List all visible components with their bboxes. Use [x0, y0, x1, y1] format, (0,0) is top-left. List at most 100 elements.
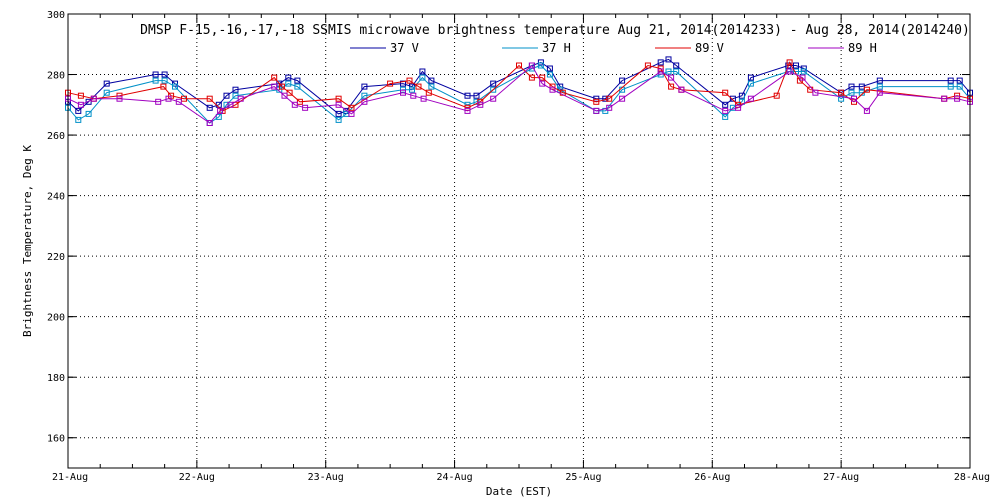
- x-tick-label: 23-Aug: [308, 472, 344, 483]
- data-point: [956, 77, 963, 84]
- y-tick-label: 260: [47, 131, 65, 142]
- x-tick-label: 21-Aug: [52, 472, 88, 483]
- data-point: [673, 68, 680, 75]
- x-tick-label: 22-Aug: [179, 472, 215, 483]
- data-point: [722, 107, 729, 114]
- y-axis-label: Brightness Temperature, Deg K: [21, 145, 34, 337]
- data-point: [85, 110, 92, 117]
- data-point: [294, 77, 301, 84]
- data-point: [848, 89, 855, 96]
- data-point: [673, 62, 680, 69]
- data-point: [160, 83, 167, 90]
- data-point: [735, 104, 742, 111]
- data-point: [954, 95, 961, 102]
- y-tick-label: 160: [47, 434, 65, 445]
- data-point: [419, 68, 426, 75]
- y-tick-label: 280: [47, 71, 65, 82]
- data-point: [285, 74, 292, 81]
- y-tick-label: 180: [47, 373, 65, 384]
- data-point: [294, 83, 301, 90]
- data-point: [217, 107, 224, 114]
- data-point: [387, 80, 394, 87]
- data-point: [348, 104, 355, 111]
- data-point: [215, 113, 222, 120]
- data-point: [593, 98, 600, 105]
- data-point: [152, 71, 159, 78]
- data-point: [281, 92, 288, 99]
- data-point: [516, 62, 522, 69]
- data-point: [773, 92, 780, 99]
- data-point: [473, 92, 480, 99]
- data-point: [428, 83, 435, 90]
- data-point: [876, 89, 883, 96]
- data-point: [539, 80, 546, 87]
- data-point: [77, 92, 84, 99]
- x-tick-label: 26-Aug: [694, 472, 730, 483]
- series-layer: [65, 56, 973, 126]
- plot-background: [68, 14, 970, 468]
- data-point: [232, 86, 239, 93]
- data-point: [237, 95, 244, 102]
- data-point: [161, 77, 168, 84]
- data-point: [812, 89, 819, 96]
- data-point: [291, 101, 298, 108]
- data-point: [361, 92, 368, 99]
- y-tick-label: 220: [47, 252, 65, 263]
- legend-item: 37 H: [502, 41, 571, 55]
- data-point: [722, 113, 729, 120]
- data-point: [348, 110, 355, 117]
- legend-item: 37 V: [350, 41, 419, 55]
- data-point: [863, 86, 870, 93]
- data-point: [335, 95, 342, 102]
- data-point: [851, 95, 857, 102]
- legend-label: 37 H: [542, 41, 571, 55]
- data-point: [848, 83, 855, 90]
- legend: 37 V 37 H 89 V 89 H: [350, 41, 877, 55]
- data-point: [285, 80, 292, 87]
- y-tick-label: 200: [47, 313, 65, 324]
- chart-title: DMSP F-15,-16,-17,-18 SSMIS microwave br…: [140, 23, 970, 38]
- data-point: [799, 74, 806, 81]
- data-point: [103, 89, 110, 96]
- data-point: [537, 59, 544, 66]
- x-axis-label: Date (EST): [486, 485, 552, 498]
- data-point: [425, 89, 432, 96]
- data-point: [747, 74, 754, 81]
- data-point: [75, 107, 82, 114]
- data-point: [406, 77, 413, 84]
- data-point: [619, 77, 626, 84]
- data-point: [786, 68, 793, 75]
- data-point: [155, 98, 162, 105]
- data-point: [665, 68, 672, 75]
- series-line: [67, 64, 971, 124]
- data-point: [546, 71, 553, 78]
- series-line: [67, 64, 971, 124]
- data-point: [335, 110, 342, 117]
- data-point: [175, 98, 182, 105]
- data-point: [956, 83, 963, 90]
- data-point: [400, 89, 406, 96]
- data-point: [539, 74, 546, 81]
- data-point: [678, 86, 685, 93]
- data-point: [172, 83, 178, 90]
- data-point: [549, 83, 556, 90]
- legend-label: 89 V: [695, 41, 724, 55]
- data-point: [941, 95, 948, 102]
- data-point: [786, 59, 793, 66]
- data-point: [361, 98, 368, 105]
- data-point: [420, 95, 427, 102]
- data-point: [409, 86, 415, 93]
- data-point: [644, 62, 651, 69]
- data-point: [722, 89, 729, 96]
- data-point: [858, 83, 865, 90]
- data-point: [838, 89, 845, 96]
- data-point: [419, 74, 426, 81]
- data-point: [729, 95, 736, 102]
- data-point: [161, 71, 168, 78]
- data-point: [464, 92, 471, 99]
- x-tick-label: 28-Aug: [954, 472, 990, 483]
- data-point: [206, 95, 213, 102]
- data-point: [206, 104, 213, 111]
- data-point: [490, 80, 497, 87]
- data-point: [223, 92, 230, 99]
